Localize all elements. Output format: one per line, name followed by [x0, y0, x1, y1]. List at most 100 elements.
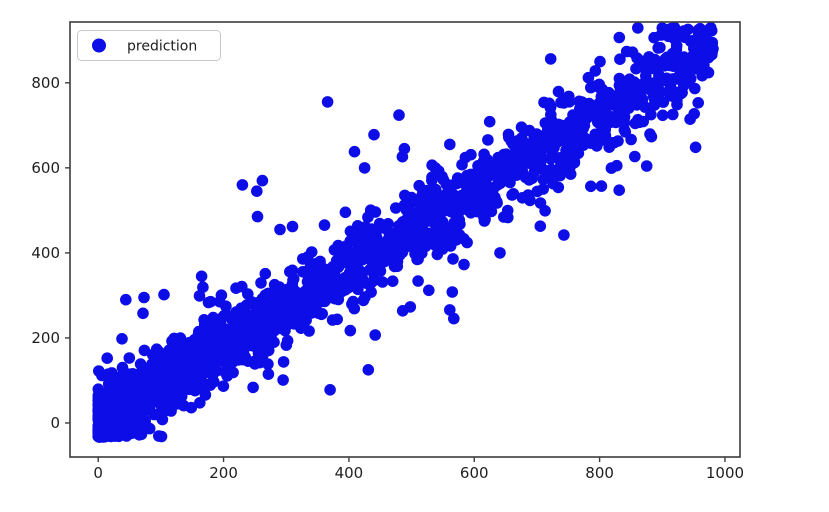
x-tick-label: 400 — [335, 464, 364, 482]
data-point — [591, 140, 603, 152]
legend: prediction — [77, 30, 221, 61]
data-point — [265, 328, 277, 340]
data-point — [624, 76, 636, 88]
data-point — [204, 295, 217, 308]
data-point — [119, 411, 131, 423]
data-point — [458, 233, 470, 245]
data-point — [357, 276, 370, 289]
data-point — [362, 211, 374, 223]
data-point — [128, 402, 140, 415]
data-point — [507, 188, 520, 200]
data-point — [217, 380, 230, 393]
data-point — [426, 214, 439, 227]
data-point — [537, 173, 550, 186]
x-tick-label: 1000 — [706, 464, 744, 482]
data-point — [510, 169, 523, 181]
data-point — [195, 365, 208, 378]
data-point — [287, 273, 300, 285]
data-point — [547, 164, 559, 177]
data-point — [539, 205, 551, 217]
data-point — [456, 176, 469, 188]
data-point — [354, 265, 367, 278]
data-point — [507, 148, 519, 161]
data-point — [589, 65, 602, 77]
data-point — [279, 290, 292, 303]
data-point — [95, 390, 107, 403]
data-point — [226, 356, 239, 369]
data-point — [207, 311, 219, 324]
data-point — [458, 258, 470, 271]
data-point — [332, 289, 345, 302]
data-point — [327, 260, 340, 273]
data-point — [373, 262, 386, 275]
data-point — [639, 101, 651, 113]
data-point — [544, 153, 557, 165]
data-point — [656, 109, 669, 122]
data-point — [645, 130, 658, 143]
data-point — [523, 124, 536, 137]
data-point — [442, 236, 454, 249]
data-point — [250, 317, 263, 330]
data-point — [277, 374, 289, 386]
data-point — [417, 184, 429, 197]
data-point — [423, 284, 435, 297]
data-point — [128, 426, 140, 439]
data-point — [296, 321, 308, 334]
data-point — [556, 157, 569, 169]
data-point — [691, 59, 703, 72]
data-point — [315, 269, 327, 282]
data-point — [286, 264, 299, 277]
data-point — [597, 131, 609, 143]
data-point — [364, 263, 376, 276]
legend-marker-circle-icon — [92, 38, 106, 53]
data-point — [648, 99, 661, 111]
data-point — [247, 381, 259, 394]
data-point — [501, 204, 514, 217]
data-point — [207, 322, 219, 334]
data-point — [412, 212, 425, 224]
data-point — [386, 275, 399, 288]
data-point — [333, 273, 345, 286]
data-point — [556, 165, 569, 177]
y-tick-label: 0 — [50, 414, 60, 432]
data-point — [482, 196, 495, 209]
data-point — [297, 253, 309, 265]
data-point — [168, 352, 181, 365]
data-point — [365, 253, 377, 266]
data-point — [689, 82, 701, 95]
data-point — [575, 123, 587, 135]
data-point — [595, 180, 608, 192]
data-point — [331, 313, 344, 326]
data-point — [632, 22, 644, 34]
data-point — [706, 48, 718, 61]
data-point — [437, 226, 450, 239]
data-point — [503, 131, 515, 144]
data-point — [511, 135, 524, 147]
data-point — [252, 335, 264, 348]
data-point — [158, 288, 170, 301]
data-point — [525, 152, 538, 164]
data-point — [93, 365, 105, 377]
data-point — [139, 399, 152, 411]
data-point — [671, 94, 683, 107]
data-point — [255, 277, 267, 289]
data-point — [382, 233, 395, 246]
data-point — [412, 275, 424, 287]
data-point — [181, 377, 194, 389]
data-point — [347, 228, 360, 240]
data-point — [612, 135, 624, 147]
data-point — [688, 42, 700, 55]
data-point — [619, 96, 632, 108]
data-point — [121, 395, 133, 407]
data-point — [106, 367, 118, 379]
data-point — [204, 366, 216, 378]
plot-frame — [69, 21, 741, 458]
data-point — [340, 256, 352, 269]
data-point — [314, 255, 326, 268]
data-point — [252, 296, 265, 309]
data-point — [701, 34, 713, 46]
x-tick-label: 800 — [585, 464, 614, 482]
data-point — [165, 405, 177, 417]
data-point — [344, 324, 357, 337]
data-point — [456, 203, 469, 215]
